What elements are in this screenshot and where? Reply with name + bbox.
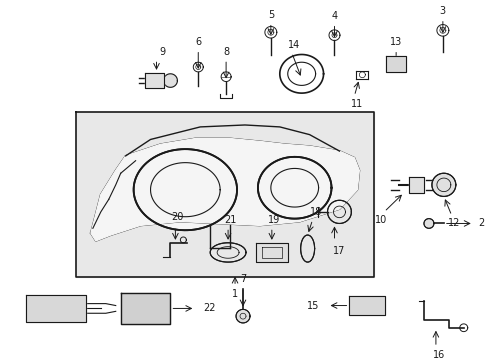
Text: 13: 13: [389, 37, 402, 47]
Text: 4: 4: [331, 11, 337, 21]
Text: 7: 7: [240, 274, 245, 284]
Text: 17: 17: [333, 246, 345, 256]
Text: 12: 12: [447, 219, 459, 229]
Polygon shape: [349, 296, 385, 315]
Text: 2: 2: [478, 219, 484, 229]
Text: 22: 22: [203, 303, 215, 314]
Polygon shape: [26, 295, 86, 322]
Polygon shape: [257, 157, 331, 219]
Text: 21: 21: [224, 215, 236, 225]
Polygon shape: [163, 74, 177, 87]
Text: 3: 3: [439, 6, 445, 16]
Text: 18: 18: [309, 207, 321, 217]
Polygon shape: [121, 293, 170, 324]
Text: 14: 14: [287, 40, 299, 50]
Polygon shape: [300, 235, 314, 262]
Text: 8: 8: [223, 46, 229, 57]
Text: 9: 9: [159, 46, 165, 57]
Polygon shape: [408, 177, 423, 193]
Polygon shape: [327, 200, 351, 224]
Polygon shape: [76, 112, 373, 276]
Polygon shape: [386, 57, 405, 72]
Text: 5: 5: [267, 10, 273, 20]
Text: 10: 10: [374, 215, 386, 225]
Text: 1: 1: [231, 289, 238, 299]
Text: 15: 15: [306, 301, 319, 311]
Polygon shape: [236, 309, 249, 323]
Polygon shape: [91, 139, 359, 241]
Text: 6: 6: [195, 37, 201, 47]
Text: 11: 11: [350, 99, 363, 109]
Polygon shape: [255, 243, 287, 262]
Polygon shape: [144, 73, 164, 88]
Text: 20: 20: [171, 212, 183, 222]
Text: 16: 16: [432, 350, 444, 360]
Polygon shape: [431, 173, 455, 197]
Text: 19: 19: [267, 215, 280, 225]
Polygon shape: [133, 149, 237, 230]
Polygon shape: [423, 219, 433, 228]
Polygon shape: [210, 243, 245, 262]
